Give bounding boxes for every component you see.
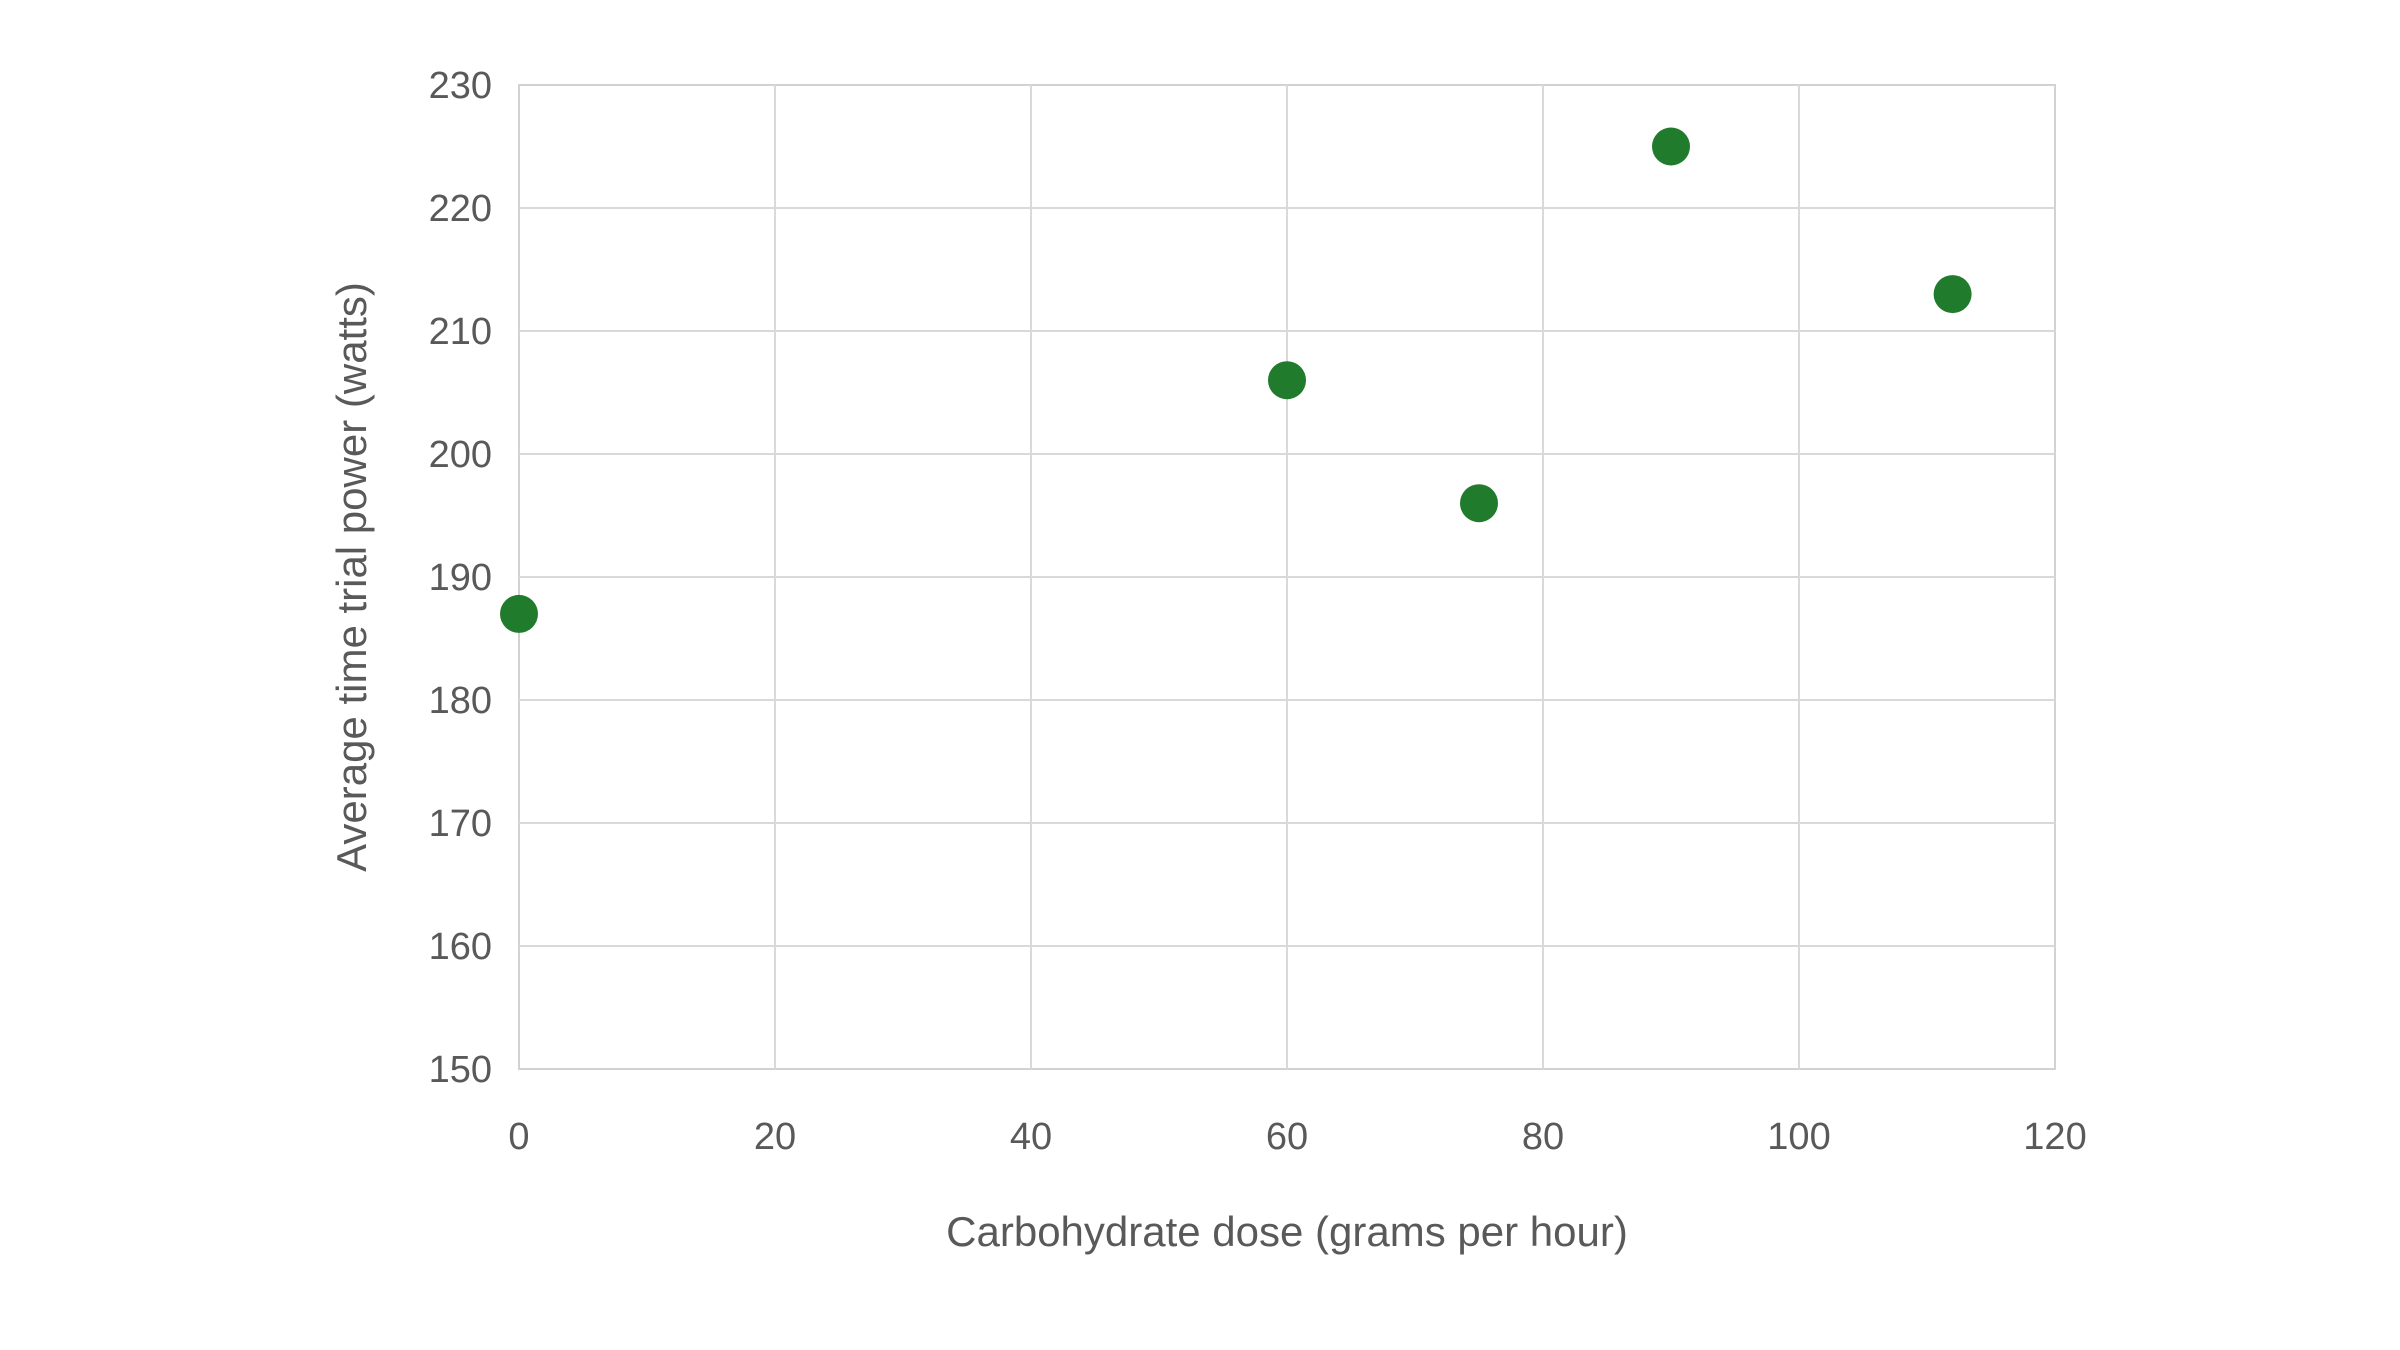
y-tick-label: 230 [429,65,492,107]
x-axis-title: Carbohydrate dose (grams per hour) [946,1208,1628,1255]
y-axis-title: Average time trial power (watts) [328,282,375,872]
y-tick-label: 220 [429,188,492,230]
y-tick-label: 210 [429,311,492,353]
x-tick-label: 100 [1767,1116,1830,1158]
data-point [1933,275,1972,314]
x-tick-label: 80 [1522,1116,1564,1158]
y-tick-label: 190 [429,557,492,599]
x-tick-label: 120 [2023,1116,2086,1158]
x-tick-label: 40 [1010,1116,1052,1158]
gridlines-group [519,85,2055,1069]
data-point [500,594,538,633]
data-point [1268,361,1306,400]
data-point [1652,127,1690,166]
tick-labels-group: 0 20 40 60 80 100 120 150 160 170 180 190 200 210 220 2… [429,65,2087,1158]
y-tick-label: 160 [429,926,492,968]
y-tick-label: 170 [429,803,492,845]
data-points-group [500,127,1972,633]
x-tick-label: 20 [754,1116,796,1158]
y-tick-label: 180 [429,680,492,722]
data-point [1460,484,1498,523]
y-tick-label: 200 [429,434,492,476]
y-tick-label: 150 [429,1049,492,1091]
x-tick-label: 60 [1266,1116,1308,1158]
x-tick-label: 0 [508,1116,529,1158]
